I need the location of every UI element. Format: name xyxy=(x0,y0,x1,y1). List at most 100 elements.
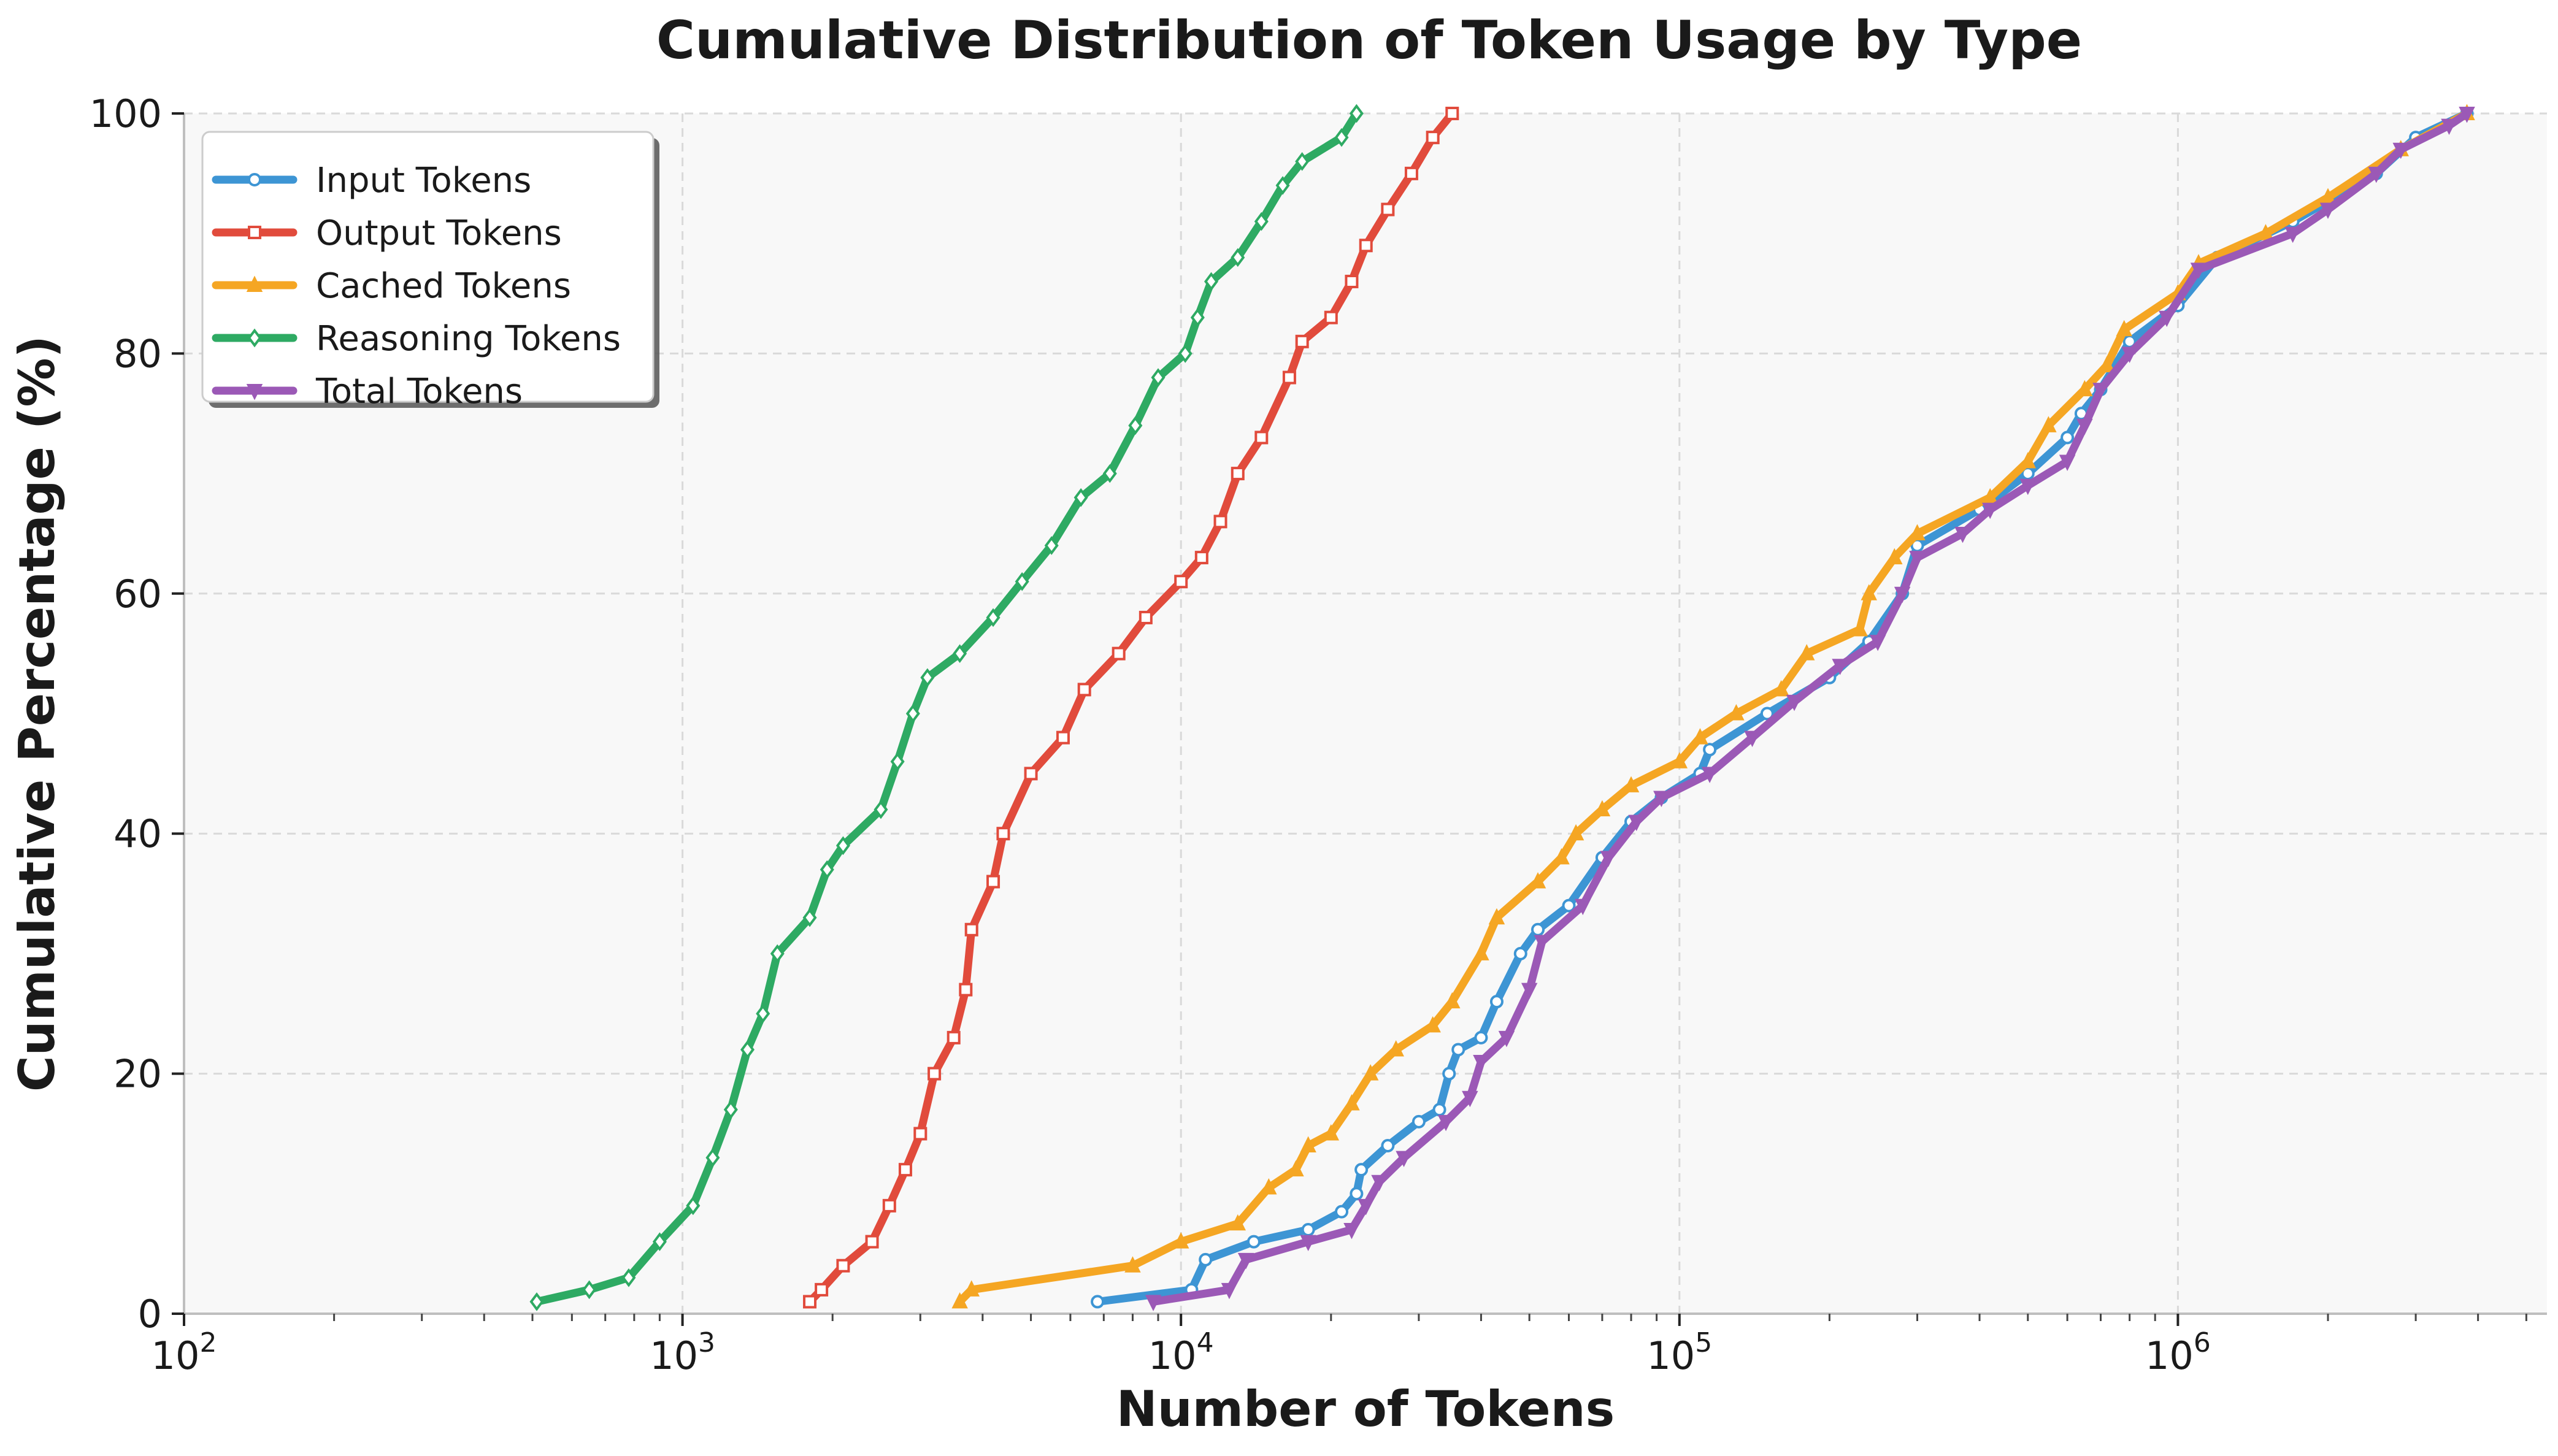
series-layer xyxy=(529,104,2475,1311)
data-point xyxy=(1237,1252,1254,1270)
data-point xyxy=(1426,131,1440,145)
data-point xyxy=(1358,1198,1374,1216)
data-point xyxy=(2061,431,2075,445)
data-point xyxy=(1199,1252,1213,1266)
data-point xyxy=(1371,1174,1388,1192)
data-point xyxy=(1445,107,1459,120)
data-point xyxy=(1760,707,1774,721)
data-point xyxy=(1869,635,1886,651)
data-point xyxy=(1213,515,1227,529)
data-point xyxy=(1112,646,1126,661)
data-point xyxy=(652,1232,667,1251)
data-point xyxy=(247,328,262,348)
data-point xyxy=(1362,1064,1379,1081)
data-point xyxy=(1174,575,1188,589)
data-point xyxy=(1194,551,1208,565)
data-point xyxy=(898,1163,912,1177)
data-point xyxy=(1190,308,1205,328)
data-point xyxy=(820,860,834,879)
data-point xyxy=(1600,851,1617,867)
data-point xyxy=(951,1292,968,1309)
data-point xyxy=(1412,1114,1426,1128)
data-point xyxy=(1077,683,1091,697)
chart-title: Cumulative Distribution of Token Usage b… xyxy=(656,10,2082,71)
x-tick-label: 102 xyxy=(152,1327,217,1378)
data-point xyxy=(1261,1178,1277,1195)
data-point xyxy=(1396,1151,1412,1168)
data-point xyxy=(1300,1136,1316,1153)
x-tick-label: 105 xyxy=(1646,1327,1712,1378)
data-point xyxy=(1178,344,1193,363)
data-point xyxy=(1282,370,1296,385)
data-point xyxy=(1728,704,1745,721)
y-tick-label: 80 xyxy=(113,331,162,376)
data-point xyxy=(1628,814,1645,832)
data-point xyxy=(2459,107,2475,123)
data-point xyxy=(529,1292,544,1311)
data-point xyxy=(1343,1223,1360,1240)
data-point xyxy=(1335,1205,1349,1219)
series-output-tokens xyxy=(803,107,1459,1309)
data-point xyxy=(986,875,1001,889)
data-point xyxy=(1254,212,1269,231)
series-cached-tokens xyxy=(951,104,2475,1309)
data-point xyxy=(2099,356,2115,372)
data-point xyxy=(1534,935,1550,951)
data-point xyxy=(1124,1256,1141,1273)
data-point xyxy=(1798,644,1815,661)
data-point xyxy=(1653,791,1670,807)
data-point xyxy=(1024,767,1038,781)
data-point xyxy=(1861,584,1877,600)
data-point xyxy=(621,1268,636,1287)
data-point xyxy=(963,1280,980,1297)
data-point xyxy=(2121,347,2138,363)
data-point xyxy=(1521,983,1538,1000)
legend-label: Total Tokens xyxy=(315,372,523,412)
data-point xyxy=(2284,226,2301,243)
data-point xyxy=(1343,1094,1360,1111)
data-point xyxy=(953,644,967,663)
data-point xyxy=(836,1259,850,1273)
data-point xyxy=(1128,416,1143,435)
data-point xyxy=(2076,418,2093,435)
data-point xyxy=(1531,922,1545,937)
data-point xyxy=(835,836,850,856)
data-point xyxy=(865,1235,879,1249)
y-tick-label: 0 xyxy=(138,1292,162,1336)
legend-entry: Output Tokens xyxy=(212,213,562,253)
y-tick-label: 100 xyxy=(90,91,162,136)
data-point xyxy=(1172,1232,1189,1249)
data-point xyxy=(1295,334,1309,348)
data-point xyxy=(1982,502,1999,519)
data-point xyxy=(2257,224,2274,240)
data-point xyxy=(1221,1282,1238,1300)
data-point xyxy=(1954,526,1971,543)
data-point xyxy=(1909,551,1926,567)
data-point xyxy=(1786,694,1803,711)
legend-entry: Total Tokens xyxy=(212,372,523,412)
series-total-tokens xyxy=(1145,107,2475,1311)
data-point xyxy=(1488,908,1505,925)
data-point xyxy=(920,668,935,688)
data-point xyxy=(1851,620,1868,637)
data-point xyxy=(2392,142,2409,159)
data-point xyxy=(1102,464,1117,483)
data-point xyxy=(803,1295,817,1309)
data-point xyxy=(1744,730,1761,748)
data-point xyxy=(1354,1163,1369,1177)
data-point xyxy=(582,1280,597,1300)
data-point xyxy=(1301,1223,1315,1237)
y-tick-label: 60 xyxy=(113,572,162,616)
data-point xyxy=(2368,166,2384,183)
data-point xyxy=(1451,1043,1465,1057)
data-point xyxy=(2040,416,2057,432)
data-point xyxy=(996,827,1010,841)
data-point xyxy=(959,983,973,997)
data-point xyxy=(1773,680,1789,697)
legend-entry: Reasoning Tokens xyxy=(212,319,621,359)
tick-labels: 102 103 104 105 106 0 20 40 60 80 100 xyxy=(90,91,2211,1378)
data-point xyxy=(2159,310,2175,328)
data-point xyxy=(1886,548,1903,565)
data-point xyxy=(1562,899,1576,913)
